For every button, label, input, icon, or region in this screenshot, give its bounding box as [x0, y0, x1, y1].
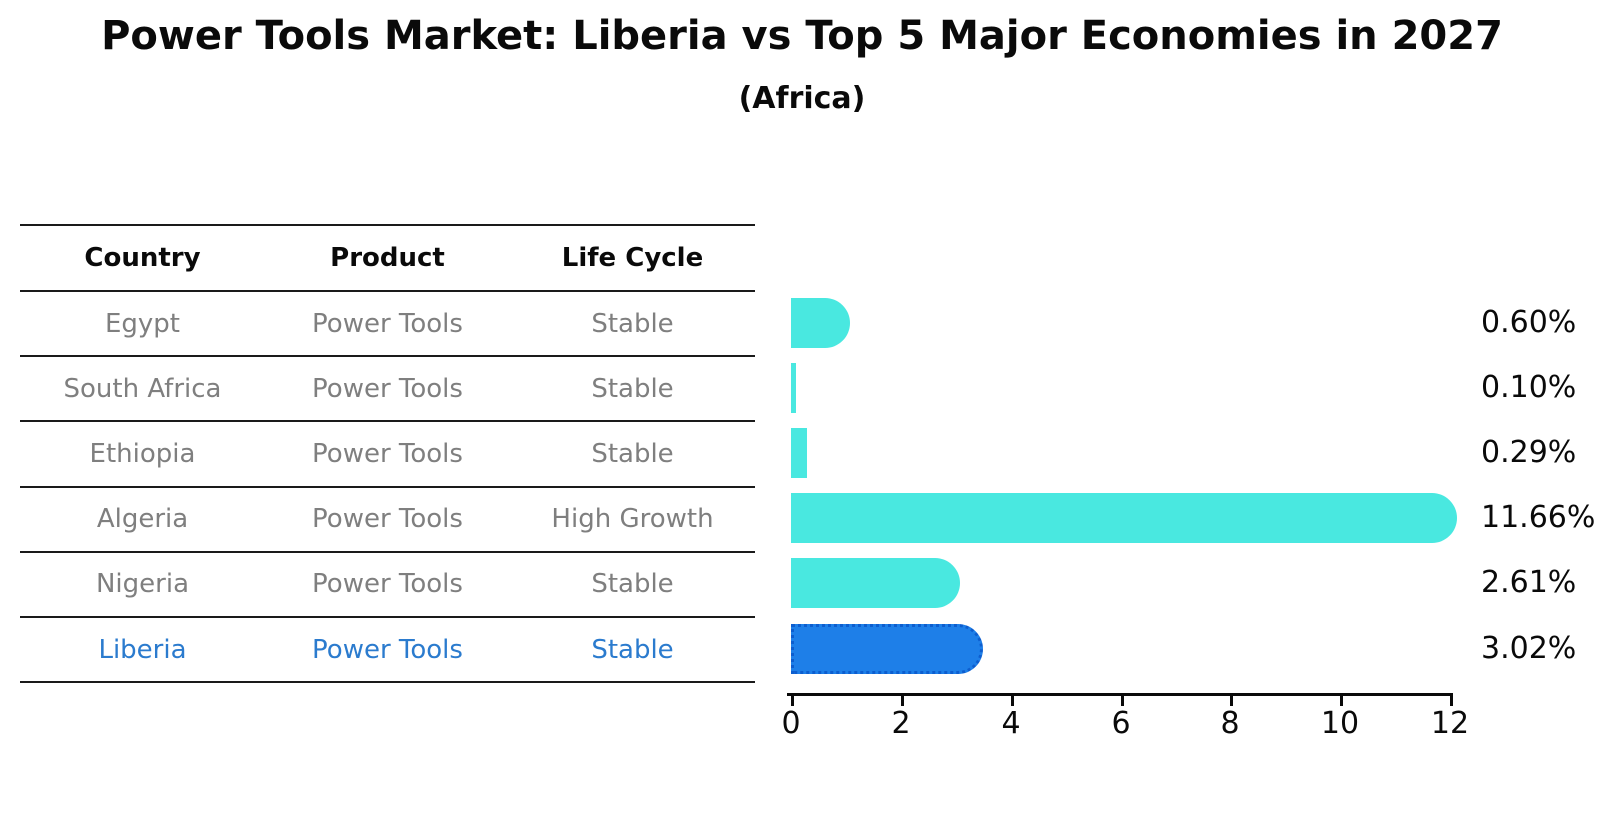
table-row: Ethiopia Power Tools Stable	[20, 422, 755, 488]
table-row: South Africa Power Tools Stable	[20, 357, 755, 423]
x-tick-mark	[901, 696, 904, 706]
x-tick-mark	[1450, 696, 1453, 706]
column-header-product: Product	[330, 243, 445, 273]
x-tick-mark	[1121, 696, 1124, 706]
x-tick-label: 0	[781, 706, 801, 741]
bar-south-africa	[791, 363, 796, 413]
bar-liberia-highlighted	[791, 624, 983, 674]
table-row: Nigeria Power Tools Stable	[20, 553, 755, 618]
value-label-algeria: 11.66%	[1481, 500, 1596, 535]
column-header-country: Country	[84, 243, 201, 273]
cell-product: Power Tools	[312, 504, 463, 535]
table-row: Egypt Power Tools Stable	[20, 292, 755, 358]
value-label-ethiopia: 0.29%	[1481, 435, 1577, 470]
cell-country: Algeria	[96, 504, 189, 535]
x-axis-line	[787, 693, 1453, 696]
cell-country: Egypt	[104, 308, 181, 339]
x-tick-label: 2	[891, 706, 911, 741]
x-tick-mark	[791, 696, 794, 706]
cell-life-cycle: High Growth	[551, 504, 714, 535]
value-label-nigeria: 2.61%	[1481, 565, 1577, 600]
cell-life-cycle: Stable	[591, 569, 674, 600]
bar-ethiopia	[791, 428, 807, 478]
bar-algeria	[791, 493, 1457, 543]
x-tick-mark	[1230, 696, 1233, 706]
x-tick-mark	[1340, 696, 1343, 706]
bar-nigeria	[791, 558, 960, 608]
cell-life-cycle: Stable	[591, 373, 674, 404]
cell-life-cycle: Stable	[591, 634, 674, 665]
cell-product: Power Tools	[312, 308, 463, 339]
cell-product: Power Tools	[312, 569, 463, 600]
x-tick-label: 6	[1111, 706, 1131, 741]
cell-product: Power Tools	[312, 438, 463, 469]
x-tick-label: 4	[1001, 706, 1021, 741]
x-tick-label: 12	[1430, 706, 1470, 741]
table-header-row: Country Product Life Cycle	[20, 226, 755, 292]
cell-country: Nigeria	[95, 569, 190, 600]
x-tick-label: 10	[1320, 706, 1360, 741]
chart-title: Power Tools Market: Liberia vs Top 5 Maj…	[101, 13, 1503, 59]
cell-country: Ethiopia	[89, 438, 196, 469]
bar-egypt	[791, 298, 850, 348]
x-tick-label: 8	[1220, 706, 1240, 741]
value-label-liberia: 3.02%	[1481, 631, 1577, 666]
x-tick-mark	[1011, 696, 1014, 706]
cell-country: Liberia	[98, 634, 187, 665]
value-label-south-africa: 0.10%	[1481, 370, 1577, 405]
column-header-life-cycle: Life Cycle	[561, 243, 704, 273]
cell-life-cycle: Stable	[591, 308, 674, 339]
country-table: Country Product Life Cycle Egypt Power T…	[20, 224, 755, 684]
chart-subtitle: (Africa)	[738, 81, 866, 116]
cell-life-cycle: Stable	[591, 438, 674, 469]
table-row-highlight-liberia: Liberia Power Tools Stable	[20, 618, 755, 684]
table-row: Algeria Power Tools High Growth	[20, 488, 755, 553]
cell-product: Power Tools	[312, 373, 463, 404]
cell-country: South Africa	[63, 373, 222, 404]
value-label-egypt: 0.60%	[1481, 305, 1577, 340]
cell-product: Power Tools	[312, 634, 463, 665]
